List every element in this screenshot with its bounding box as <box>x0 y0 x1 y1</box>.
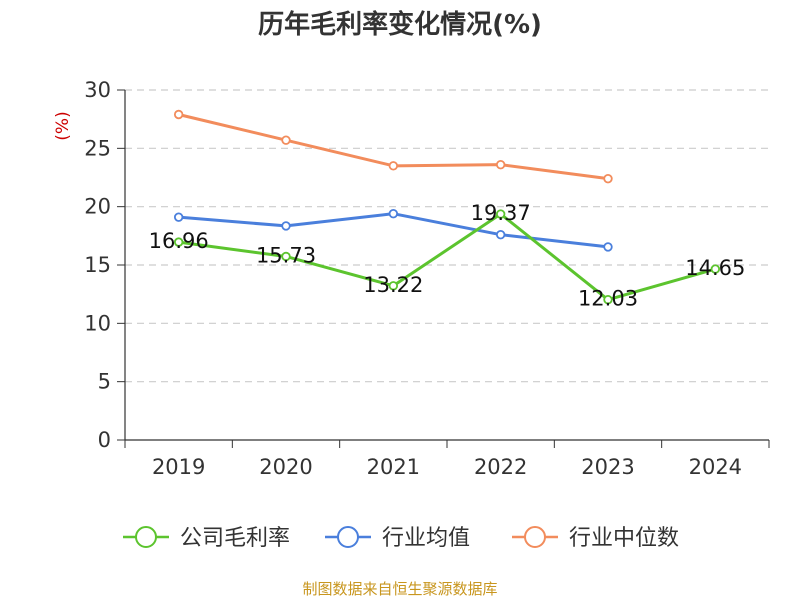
data-point <box>495 159 506 170</box>
y-axis-unit: (%) <box>53 111 73 140</box>
y-tick-label: 20 <box>84 195 111 219</box>
x-tick-label: 2019 <box>152 455 205 479</box>
data-label: 14.65 <box>685 256 745 280</box>
series-line <box>178 212 716 302</box>
data-point <box>388 161 399 171</box>
data-point <box>388 281 399 291</box>
data-point <box>281 135 291 145</box>
axes: 0 5 10 15 20 25 30 2019 2020 2021 2022 2023 2024 <box>84 78 770 479</box>
data-point <box>281 251 291 262</box>
y-tick-label: 30 <box>84 78 111 102</box>
y-tick-label: 25 <box>84 136 111 160</box>
data-point <box>281 221 291 231</box>
x-tick-label: 2022 <box>474 455 527 479</box>
series-line <box>178 212 609 249</box>
legend-marker <box>524 526 546 548</box>
y-tick-label: 0 <box>98 428 111 452</box>
legend-label: 公司毛利率 <box>180 526 290 551</box>
y-tick-label: 15 <box>84 253 111 277</box>
legend-item: 行业均值 <box>325 526 470 551</box>
data-point <box>495 209 506 219</box>
data-label: 15.73 <box>256 243 316 267</box>
y-tick-label: 10 <box>84 311 111 335</box>
x-tick-label: 2024 <box>689 455 742 479</box>
x-tick-label: 2021 <box>367 455 420 479</box>
data-point <box>710 264 721 274</box>
chart-title: 历年毛利率变化情况(%) <box>258 9 542 40</box>
data-point <box>388 208 399 219</box>
legend-label: 行业均值 <box>382 526 470 551</box>
grid-lines <box>125 89 769 383</box>
data-point <box>603 242 613 252</box>
series-layer <box>173 109 721 305</box>
data-label: 13.22 <box>363 273 423 297</box>
legend-marker <box>135 526 157 548</box>
legend-item: 公司毛利率 <box>123 526 290 551</box>
x-tick-label: 2020 <box>259 455 312 479</box>
data-point <box>173 109 184 120</box>
data-label: 16.96 <box>149 229 209 253</box>
data-point <box>173 212 184 222</box>
data-label: 19.37 <box>471 201 531 225</box>
data-point <box>173 237 184 247</box>
source-note: 制图数据来自恒生聚源数据库 <box>302 580 497 598</box>
legend: 公司毛利率 行业均值 行业中位数 <box>123 526 679 551</box>
data-labels: 16.96 15.73 13.22 19.37 12.03 14.65 <box>149 201 746 311</box>
data-point <box>495 229 506 240</box>
legend-label: 行业中位数 <box>569 526 679 551</box>
legend-marker <box>337 526 359 548</box>
x-tick-label: 2023 <box>581 455 634 479</box>
data-point <box>603 173 613 184</box>
y-tick-label: 5 <box>98 370 111 394</box>
data-point <box>603 294 613 305</box>
data-label: 12.03 <box>578 287 638 311</box>
legend-item: 行业中位数 <box>512 526 679 551</box>
